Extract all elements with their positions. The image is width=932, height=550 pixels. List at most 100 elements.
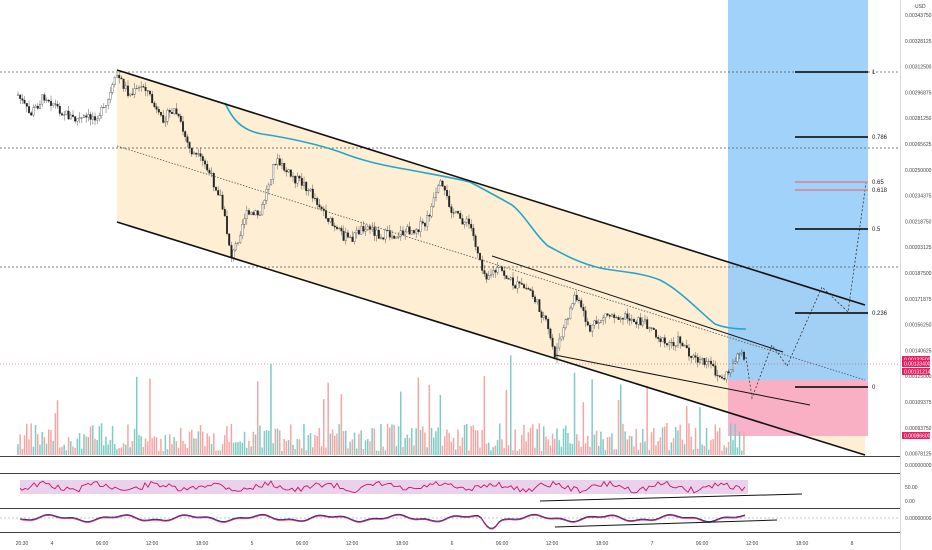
candle-body [490,273,492,276]
rsi-tick-label: 0.00 [905,499,915,505]
volume-bar [701,444,703,455]
rsi-divergence-line [539,493,803,502]
volume-bar [100,423,103,455]
candle-body [215,186,217,191]
candle-body [692,355,695,358]
candle-body [142,86,145,88]
volume-bar [59,447,61,455]
volume-bar [446,429,448,455]
candle-body [65,110,68,115]
price-tick-label: 0.00156250 [905,323,932,329]
volume-bar [358,433,360,455]
candle-body [133,88,136,95]
candle-body [190,147,193,155]
candle-body [146,90,149,92]
volume-bar [138,435,140,455]
volume-bar [116,449,118,455]
volume-bar [664,426,666,455]
candle-body [580,300,583,308]
candle-body [663,337,666,344]
volume-bar [136,376,138,455]
price-tick-label: 0.00250000 [905,168,932,174]
volume-bar [83,434,85,455]
volume-bar [120,447,123,455]
volume-bar [615,449,618,455]
fib-level-label: 0.618 [872,188,888,194]
volume-bar [591,379,593,455]
candle-body [129,93,132,96]
candle-body [694,355,697,358]
volume-bar [197,431,200,455]
volume-bar [734,424,736,455]
candle-body [149,90,151,95]
candle-body [270,179,272,186]
candle-body [718,375,721,378]
volume-bar [521,434,523,455]
fib-level-label: 0.236 [872,311,888,317]
volume-bar [562,428,565,455]
volume-bar [235,442,237,455]
volume-bar [540,450,543,455]
volume-bar [296,438,299,455]
volume-bar [699,407,701,455]
candle-body [509,277,512,280]
candle-body [646,319,649,329]
volume-bar [708,449,710,455]
volume-bar [54,413,57,455]
candle-body [650,327,653,329]
candle-body [375,229,378,236]
volume-bar [162,450,164,455]
volume-bar [670,442,673,455]
volume-bar [472,425,475,455]
volume-bar [259,425,261,455]
volume-bar [642,429,644,455]
candle-body [410,230,413,235]
time-tick-label: 12:00 [546,541,559,547]
candle-body [69,114,72,120]
volume-bar [567,432,569,455]
price-tick-label: 0.00093750 [905,426,932,432]
price-tick-label: 0.00203125 [905,245,932,251]
volume-bar [307,435,310,455]
candle-body [204,160,206,165]
volume-bar [28,439,30,455]
volume-bar [63,444,65,455]
candle-body [699,359,701,363]
volume-bar [463,425,466,455]
candle-body [538,299,541,313]
volume-bar [679,424,681,455]
volume-bar [710,440,712,455]
candle-body [226,215,228,234]
volume-bar [43,437,46,455]
candle-body [492,270,495,275]
volume-bar [257,381,259,455]
volume-bar [430,427,433,455]
candle-body [144,87,147,91]
volume-bars [17,355,745,455]
candle-body [338,227,341,229]
candle-body [342,230,345,241]
candle-body [311,188,314,199]
volume-bar [529,427,532,455]
volume-bar [180,428,182,455]
volume-bar [470,426,472,455]
candle-body [591,324,594,332]
candle-body [261,204,264,216]
candle-body [485,273,488,280]
candle-body [355,229,358,234]
volume-bar [646,386,648,455]
volume-bar [439,394,442,455]
candle-body [617,317,620,320]
candle-body [516,281,519,289]
candle-body [43,94,46,101]
volume-bar [393,424,395,455]
volume-bar [714,424,717,455]
volume-bar [677,430,679,455]
candle-body [380,237,382,239]
candle-body [740,351,743,354]
volume-bar [92,425,94,455]
volume-bar [433,437,435,455]
candle-body [505,275,508,279]
volume-bar [81,448,83,455]
